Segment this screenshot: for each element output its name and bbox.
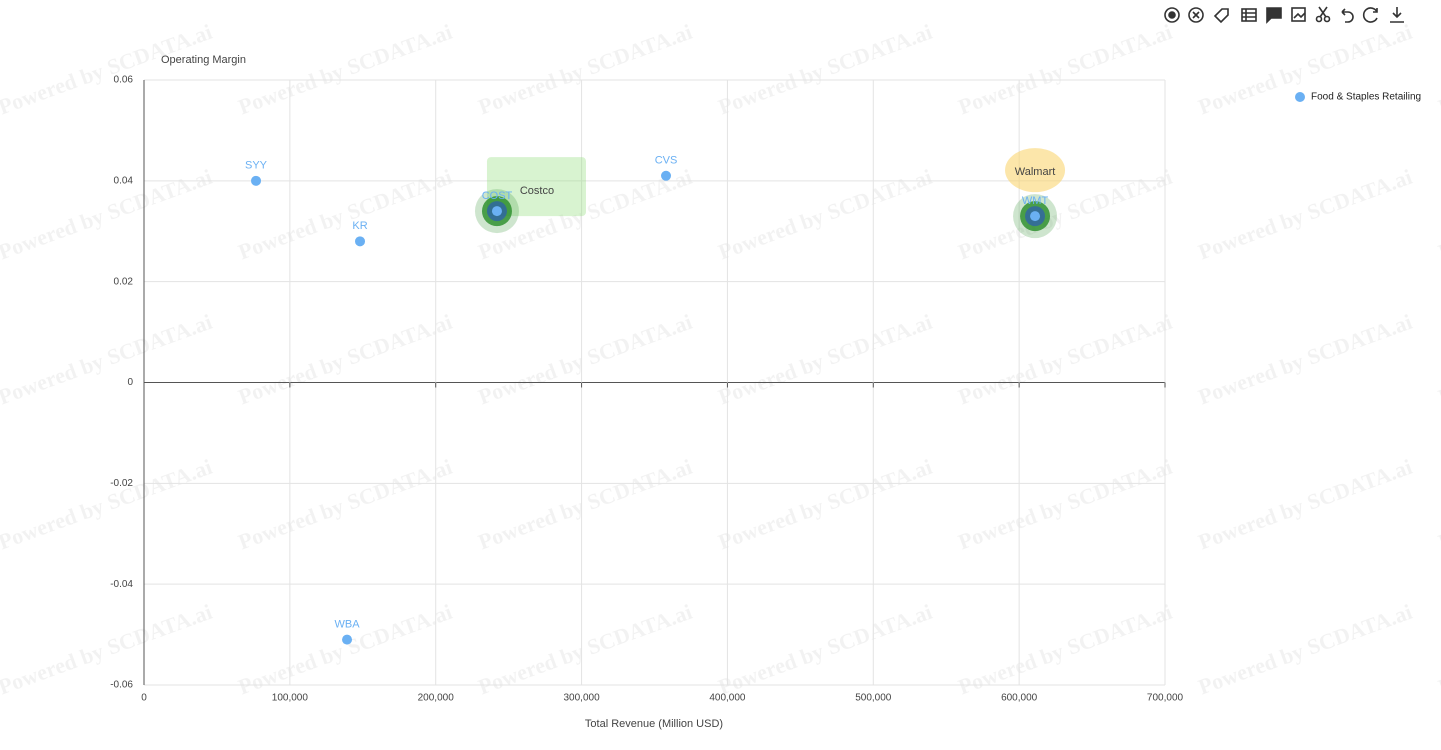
y-tick-label: 0 (127, 377, 133, 388)
toolbar (1164, 6, 1404, 24)
tool-clear[interactable] (1188, 7, 1204, 23)
x-axis-title: Total Revenue (Million USD) (585, 718, 723, 730)
watermark: Powered by SCDATA.ai (1435, 19, 1441, 120)
tool-undo[interactable] (1341, 8, 1354, 23)
annotation-box (486, 157, 586, 217)
tool-target[interactable] (1164, 7, 1180, 23)
watermark-layer: Powered by SCDATA.ai Powered by SCDATA.ai… (0, 19, 1441, 700)
watermark: Powered by SCDATA.ai (1195, 164, 1415, 265)
x-tick-label: 200,000 (418, 693, 455, 704)
tool-comment[interactable] (1266, 7, 1282, 24)
annotation-bubble (1005, 148, 1066, 193)
point (251, 175, 262, 186)
point-label: COST (482, 190, 513, 202)
y-tick-label: -0.02 (110, 478, 133, 489)
point (491, 206, 502, 217)
watermark: Powered by SCDATA.ai (955, 19, 1175, 120)
watermark: Powered by SCDATA.ai (955, 309, 1175, 410)
point (342, 634, 353, 645)
x-tick-label: 400,000 (709, 693, 746, 704)
watermark: Powered by SCDATA.ai (1435, 599, 1441, 700)
x-tick-label: 0 (141, 693, 147, 704)
watermark: Powered by SCDATA.ai (0, 164, 215, 265)
x-tick-label: 500,000 (855, 693, 892, 704)
annotation: Costco (520, 185, 554, 197)
watermark: Powered by SCDATA.ai (0, 19, 215, 120)
x-tick-label: 100,000 (272, 693, 309, 704)
watermark: Powered by SCDATA.ai (0, 309, 215, 410)
x-tick-label: 300,000 (563, 693, 600, 704)
watermark: Powered by SCDATA.ai (235, 309, 455, 410)
watermark: Powered by SCDATA.ai (235, 164, 455, 265)
watermark: Powered by SCDATA.ai (0, 454, 215, 555)
point-label: WBA (335, 619, 361, 631)
watermark: Powered by SCDATA.ai (955, 454, 1175, 555)
watermark: Powered by SCDATA.ai (715, 599, 935, 700)
point (661, 170, 672, 181)
point-label: KR (352, 220, 367, 232)
y-tick-label: 0.04 (114, 175, 134, 186)
watermark: Powered by SCDATA.ai (955, 599, 1175, 700)
tool-refresh[interactable] (1362, 7, 1378, 23)
watermark: Powered by SCDATA.ai (715, 454, 935, 555)
tool-download[interactable] (1390, 7, 1404, 23)
watermark: Powered by SCDATA.ai (235, 454, 455, 555)
watermark: Powered by SCDATA.ai (1195, 309, 1415, 410)
legend-label: Food & Staples Retailing (1311, 92, 1421, 103)
annotation: Walmart (1015, 166, 1056, 178)
watermark: Powered by SCDATA.ai (1195, 454, 1415, 555)
y-axis-title: Operating Margin (161, 54, 246, 66)
y-tick-label: -0.04 (110, 579, 133, 590)
x-tick-label: 600,000 (1001, 693, 1038, 704)
point (355, 236, 366, 247)
watermark: Powered by SCDATA.ai (1435, 309, 1441, 410)
point-label: CVS (655, 155, 678, 167)
point-label: WMT (1022, 195, 1049, 207)
watermark: Powered by SCDATA.ai (475, 599, 695, 700)
watermark: Powered by SCDATA.ai (1435, 454, 1441, 555)
tool-tag[interactable] (1213, 8, 1229, 24)
point (1030, 211, 1041, 222)
tool-cut[interactable] (1315, 6, 1331, 23)
watermark: Powered by SCDATA.ai (1435, 164, 1441, 265)
watermark: Powered by SCDATA.ai (475, 19, 695, 120)
watermark: Powered by SCDATA.ai (235, 19, 455, 120)
watermark: Powered by SCDATA.ai (1195, 599, 1415, 700)
point-label: SYY (245, 160, 268, 172)
watermark: Powered by SCDATA.ai (0, 599, 215, 700)
x-tick-label: 700,000 (1147, 693, 1184, 704)
y-tick-label: -0.06 (110, 680, 133, 691)
tool-image[interactable] (1291, 7, 1306, 22)
y-tick-label: 0.02 (114, 276, 134, 287)
tool-table[interactable] (1241, 8, 1257, 22)
watermark: Powered by SCDATA.ai (475, 454, 695, 555)
watermark: Powered by SCDATA.ai (955, 164, 1175, 265)
legend-marker (1295, 92, 1305, 102)
watermark: Powered by SCDATA.ai (475, 309, 695, 410)
watermark: Powered by SCDATA.ai (235, 599, 455, 700)
watermark: Powered by SCDATA.ai (1195, 19, 1415, 120)
watermark: Powered by SCDATA.ai (715, 164, 935, 265)
y-tick-label: 0.06 (114, 75, 134, 86)
watermark: Powered by SCDATA.ai (715, 19, 935, 120)
watermark: Powered by SCDATA.ai (715, 309, 935, 410)
